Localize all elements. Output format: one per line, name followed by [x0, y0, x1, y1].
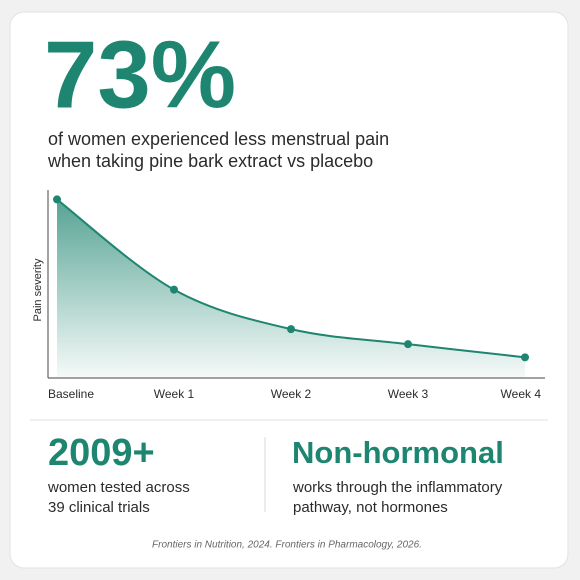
headline-text: when taking pine bark extract vs placebo: [47, 151, 373, 171]
chart: Pain severity Baseline Week 1 Week 2 Week 3…: [32, 190, 545, 401]
stat-text: pathway, not hormones: [293, 499, 448, 516]
area: [57, 199, 525, 378]
point: [521, 353, 529, 362]
headline-stat: 73%: [44, 21, 236, 128]
card: [9, 11, 569, 569]
x-tick-label: Week 4: [501, 387, 542, 401]
point: [404, 340, 412, 349]
point: [170, 285, 178, 294]
stat-text: 39 clinical trials: [48, 499, 150, 516]
headline-text: of women experienced less menstrual pain: [48, 129, 389, 149]
stat-text: women tested across: [47, 479, 190, 496]
y-axis-label: Pain severity: [32, 258, 44, 321]
point: [53, 195, 61, 204]
line: [56, 198, 526, 359]
point: [287, 325, 295, 334]
stat-value: Non-hormonal: [292, 435, 504, 470]
source: Frontiers in Nutrition, 2024. Frontiers …: [152, 540, 422, 551]
x-tick-label: Week 1: [154, 387, 195, 401]
stat-text: works through the inflammatory: [292, 479, 503, 496]
x-tick-label: Baseline: [48, 387, 94, 401]
x-tick-label: Week 2: [271, 387, 312, 401]
stat-value: 2009+: [48, 432, 155, 474]
x-tick-label: Week 3: [388, 387, 429, 401]
